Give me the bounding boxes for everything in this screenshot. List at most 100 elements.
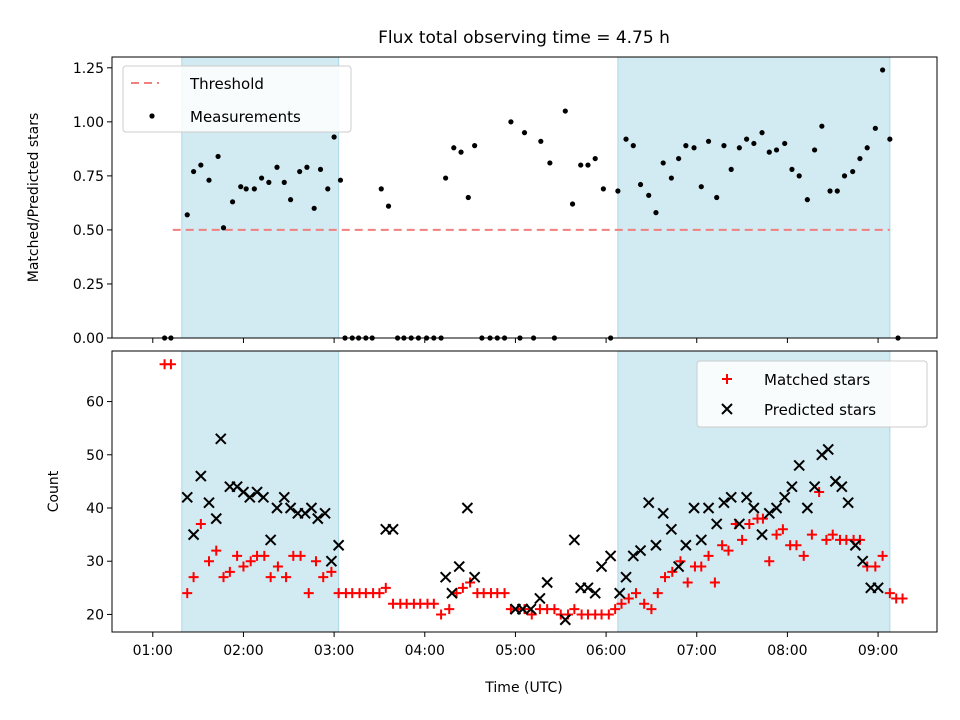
data-point	[238, 184, 244, 190]
data-point	[374, 588, 385, 599]
data-point	[696, 561, 707, 572]
data-point	[733, 518, 746, 530]
data-point	[184, 212, 190, 218]
data-point	[793, 459, 805, 472]
data-point	[650, 539, 662, 551]
data-point	[764, 556, 775, 567]
data-point	[259, 550, 270, 561]
data-point	[759, 130, 765, 136]
shaded-interval	[617, 56, 891, 339]
data-point	[683, 143, 689, 149]
data-point	[877, 550, 888, 561]
data-point	[297, 168, 303, 175]
data-point	[841, 173, 848, 179]
data-point	[698, 184, 704, 190]
data-point	[457, 582, 468, 593]
data-point	[777, 524, 788, 535]
data-point	[311, 205, 317, 211]
data-point	[842, 496, 854, 509]
data-point	[472, 143, 478, 149]
series-predicted-stars	[181, 433, 884, 626]
data-point	[623, 136, 629, 142]
data-point	[639, 598, 650, 609]
data-point	[857, 155, 863, 162]
y-tick-label: 30	[86, 554, 104, 570]
data-point	[703, 550, 714, 561]
data-point	[717, 540, 728, 551]
x-tick-label: 04:00	[405, 643, 445, 659]
y-tick-label: 0.50	[73, 223, 104, 239]
data-point	[850, 168, 856, 175]
data-point	[519, 604, 530, 615]
data-point	[439, 571, 452, 583]
data-point	[325, 555, 338, 567]
y-tick-label: 1.25	[73, 61, 104, 77]
legend-frame	[122, 65, 352, 133]
data-point	[695, 534, 707, 546]
data-point	[721, 143, 727, 149]
data-point	[872, 125, 878, 131]
data-point	[182, 588, 193, 599]
data-point	[559, 614, 572, 626]
data-point	[266, 179, 272, 185]
data-point	[782, 140, 788, 147]
data-point	[582, 582, 594, 594]
data-point	[508, 119, 514, 125]
data-point	[751, 140, 757, 147]
data-point	[499, 588, 510, 599]
data-point	[610, 604, 621, 615]
data-point	[856, 555, 869, 567]
data-point	[281, 179, 287, 185]
y-tick-label: 50	[86, 448, 104, 464]
data-point	[646, 604, 657, 615]
data-point	[337, 177, 344, 183]
y-tick-label: 1.00	[73, 115, 104, 131]
data-point	[568, 534, 581, 546]
data-point	[312, 512, 324, 525]
data-point	[181, 491, 193, 504]
data-point	[709, 577, 720, 588]
data-point	[220, 225, 227, 231]
data-point	[642, 496, 655, 509]
legend-frame	[696, 360, 928, 428]
data-point	[303, 588, 314, 599]
y-tick-label: 40	[86, 501, 104, 517]
data-point	[665, 523, 678, 535]
top-panel: 0.00 0.25 0.50 0.75 1.00 1.25 Matched/Predicte…	[26, 56, 938, 347]
data-point	[251, 186, 257, 192]
data-point	[728, 166, 734, 172]
legend-measurements-label: Measurements	[190, 108, 301, 126]
data-point	[740, 491, 753, 504]
data-point	[446, 587, 458, 599]
data-point	[428, 598, 439, 609]
legend-label: Predicted stars	[764, 401, 876, 419]
data-point	[278, 491, 290, 504]
data-point	[821, 534, 832, 545]
data-point	[627, 550, 639, 562]
data-point	[541, 576, 553, 589]
data-point	[595, 560, 608, 573]
data-point	[451, 145, 457, 151]
data-point	[723, 545, 734, 556]
x-tick-label: 01:00	[133, 643, 173, 659]
data-point	[304, 164, 310, 170]
data-point	[691, 145, 697, 151]
data-point	[521, 130, 528, 136]
data-point	[218, 572, 229, 583]
data-point	[822, 443, 834, 456]
data-point	[631, 588, 642, 599]
data-point	[569, 604, 580, 615]
x-tick-label: 08:00	[767, 643, 807, 659]
data-point	[215, 153, 221, 160]
data-point	[274, 164, 280, 170]
data-point	[773, 147, 780, 153]
data-point	[812, 147, 818, 153]
data-point	[778, 491, 791, 504]
y-tick-label: 0.75	[73, 169, 104, 185]
data-point	[224, 566, 235, 577]
data-point	[319, 507, 331, 520]
legend: Threshold Measurements	[122, 65, 352, 133]
data-point	[229, 199, 236, 205]
data-point	[569, 201, 576, 207]
